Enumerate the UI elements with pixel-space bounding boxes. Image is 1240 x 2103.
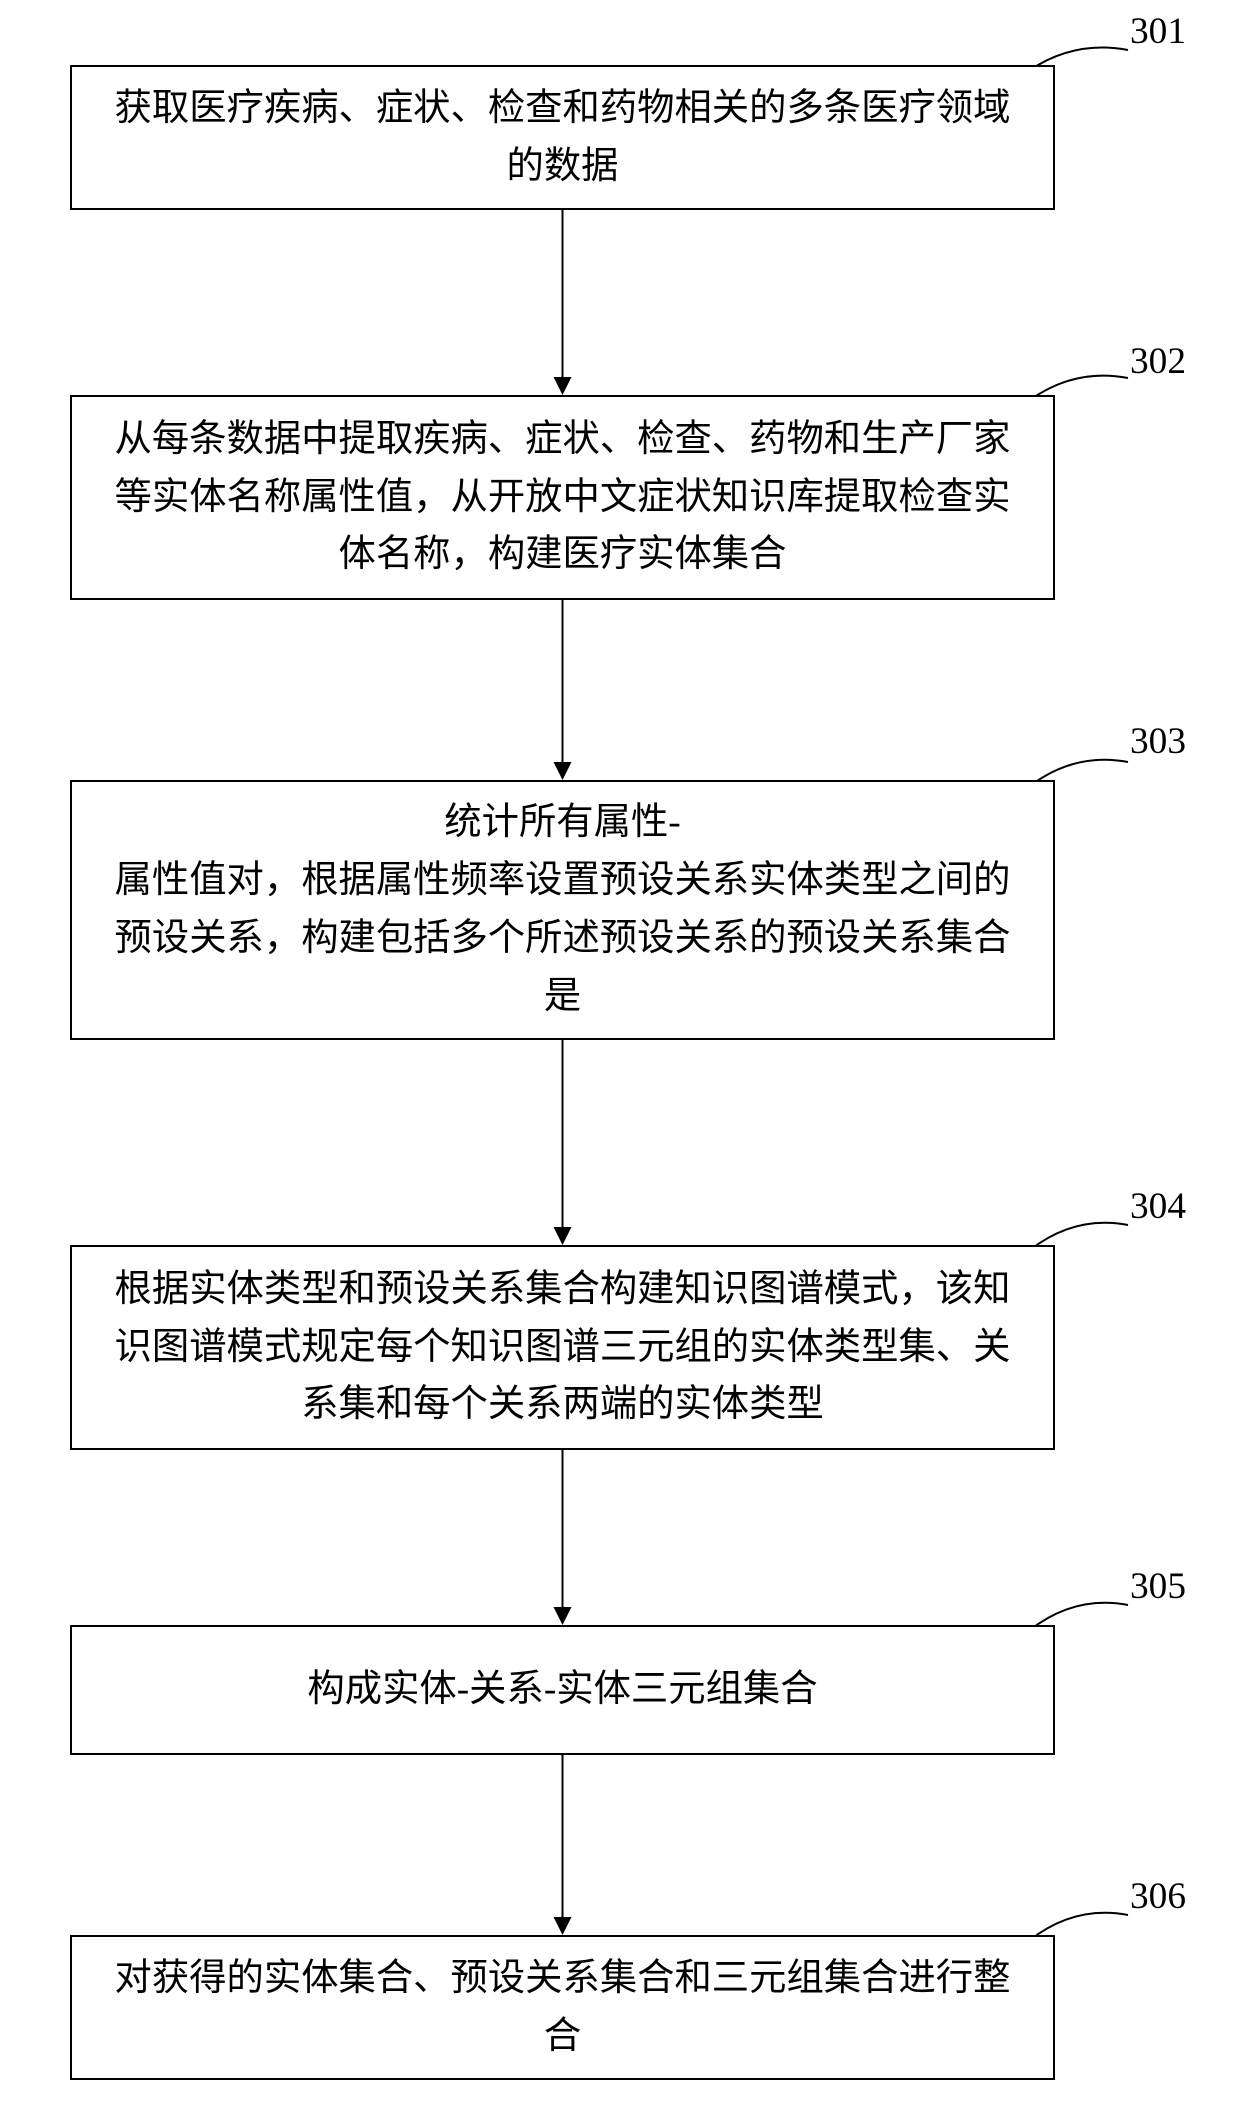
flowchart-node-text: 从每条数据中提取疾病、症状、检查、药物和生产厂家等实体名称属性值，从开放中文症状… bbox=[102, 411, 1023, 585]
flowchart-node: 统计所有属性- 属性值对，根据属性频率设置预设关系实体类型之间的预设关系，构建包… bbox=[70, 780, 1055, 1040]
flowchart-node-text: 根据实体类型和预设关系集合构建知识图谱模式，该知识图谱模式规定每个知识图谱三元组… bbox=[102, 1261, 1023, 1435]
flowchart-step-label: 301 bbox=[1130, 10, 1186, 53]
flowchart-node: 对获得的实体集合、预设关系集合和三元组集合进行整合 bbox=[70, 1935, 1055, 2080]
flowchart-step-label: 302 bbox=[1130, 340, 1186, 383]
flowchart-node: 构成实体-关系-实体三元组集合 bbox=[70, 1625, 1055, 1755]
flowchart-node-text: 构成实体-关系-实体三元组集合 bbox=[307, 1661, 817, 1719]
flowchart-step-label: 304 bbox=[1130, 1185, 1186, 1228]
flowchart-node: 从每条数据中提取疾病、症状、检查、药物和生产厂家等实体名称属性值，从开放中文症状… bbox=[70, 395, 1055, 600]
flowchart-node-text: 统计所有属性- 属性值对，根据属性频率设置预设关系实体类型之间的预设关系，构建包… bbox=[102, 794, 1023, 1025]
flowchart-step-label: 305 bbox=[1130, 1565, 1186, 1608]
flowchart-node-text: 对获得的实体集合、预设关系集合和三元组集合进行整合 bbox=[102, 1950, 1023, 2066]
flowchart-node: 根据实体类型和预设关系集合构建知识图谱模式，该知识图谱模式规定每个知识图谱三元组… bbox=[70, 1245, 1055, 1450]
edges-layer bbox=[0, 0, 1240, 2103]
flowchart-node: 获取医疗疾病、症状、检查和药物相关的多条医疗领域的数据 bbox=[70, 65, 1055, 210]
flowchart-step-label: 306 bbox=[1130, 1875, 1186, 1918]
flowchart-step-label: 303 bbox=[1130, 720, 1186, 763]
flowchart-node-text: 获取医疗疾病、症状、检查和药物相关的多条医疗领域的数据 bbox=[102, 80, 1023, 196]
flowchart-canvas: 获取医疗疾病、症状、检查和药物相关的多条医疗领域的数据从每条数据中提取疾病、症状… bbox=[0, 0, 1240, 2103]
